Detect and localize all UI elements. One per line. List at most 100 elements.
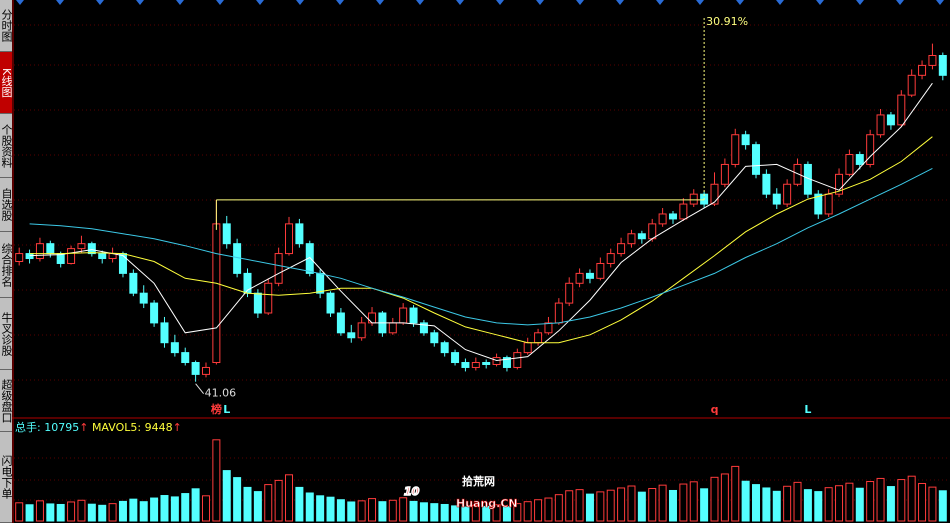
volume-bar	[67, 501, 76, 522]
sidebar-tab[interactable]: 综合排名	[0, 232, 12, 298]
candle-body	[731, 134, 740, 165]
candle-body	[399, 307, 408, 324]
top-tick	[56, 0, 64, 5]
candle-body	[907, 74, 916, 96]
candle-body	[720, 163, 729, 185]
candle-body	[440, 342, 449, 354]
legend-text: 9448	[145, 421, 173, 434]
sidebar: 分时图 K线图 个股资料 自选股 综合排名 牛叉诊股 超级盘口 闪电下单	[0, 0, 12, 523]
candle-body	[814, 193, 823, 215]
sidebar-tab[interactable]: 牛叉诊股	[0, 298, 12, 370]
top-tick	[16, 0, 24, 5]
volume-bar	[606, 489, 615, 522]
candle-body	[274, 253, 283, 284]
candle-body	[793, 163, 802, 185]
volume-bar	[368, 498, 377, 522]
legend-text: MAVOL5:	[92, 421, 141, 434]
volume-bar	[741, 480, 750, 522]
volume-bar	[710, 476, 719, 522]
candle-body	[25, 253, 34, 260]
volume-bar	[139, 501, 148, 522]
candle-body	[316, 272, 325, 294]
candle-body	[336, 312, 345, 334]
volume-bar	[824, 487, 833, 522]
volume-bar	[938, 490, 947, 522]
candle-body	[617, 243, 626, 255]
volume-bar	[25, 504, 34, 522]
volume-bar	[15, 502, 24, 522]
candle-body	[575, 272, 584, 284]
candle-body	[368, 312, 377, 324]
volume-bar	[274, 479, 283, 522]
volume-bar	[575, 489, 584, 522]
candle-body	[35, 243, 44, 260]
volume-bar	[762, 487, 771, 522]
volume-bar	[285, 474, 294, 522]
volume-bar	[378, 501, 387, 522]
volume-bar	[461, 506, 470, 522]
candle-body	[554, 302, 563, 324]
volume-bar	[492, 504, 501, 522]
watermark-name: 拾荒网	[462, 474, 495, 488]
top-tick	[576, 0, 584, 5]
volume-bar	[409, 500, 418, 522]
moving-average	[29, 136, 933, 344]
top-tick	[776, 0, 784, 5]
volume-bar	[855, 487, 864, 522]
volume-bar	[295, 486, 304, 522]
candle-body	[752, 144, 761, 175]
low-label: 41.06	[205, 387, 237, 400]
volume-bar	[471, 504, 480, 522]
candle-body	[637, 233, 646, 240]
candle-body	[534, 332, 543, 344]
volume-bar	[118, 500, 127, 522]
volume-bar	[772, 490, 781, 522]
signal-marker: 榜	[211, 402, 222, 416]
volume-bar	[627, 485, 636, 522]
watermark-logo: 10	[404, 485, 420, 498]
candle-body	[139, 292, 148, 304]
volume-bar	[502, 506, 511, 522]
measure-label: 30.91%	[706, 15, 748, 28]
candle-body	[886, 114, 895, 126]
legend-text: 总手:	[15, 420, 41, 434]
volume-bar	[565, 490, 574, 522]
candle-body	[938, 55, 947, 76]
candle-body	[565, 282, 574, 304]
top-tick	[816, 0, 824, 5]
volume-bar	[523, 501, 532, 522]
candle-body	[876, 114, 885, 136]
candle-body	[170, 342, 179, 354]
candle-body	[451, 352, 460, 364]
candle-body	[129, 272, 138, 294]
moving-average	[29, 82, 933, 362]
volume-bar	[689, 481, 698, 522]
top-tick	[336, 0, 344, 5]
sidebar-tab[interactable]: 超级盘口	[0, 370, 12, 432]
candle-body	[326, 292, 335, 314]
candle-body	[689, 193, 698, 205]
volume-legend: 总手: 10795↑ MAVOL5: 9448↑	[15, 420, 182, 434]
volume-bar	[201, 495, 210, 522]
candle-body	[596, 262, 605, 279]
sidebar-tab[interactable]: 个股资料	[0, 114, 12, 178]
candle-body	[513, 352, 522, 368]
candle-body	[191, 362, 200, 375]
volume-bar	[253, 491, 262, 522]
sidebar-tab[interactable]: 自选股	[0, 178, 12, 232]
sidebar-tab[interactable]: 分时图	[0, 0, 12, 52]
sidebar-tab[interactable]: K线图	[0, 52, 12, 114]
candle-body	[824, 193, 833, 215]
candle-body	[502, 357, 511, 368]
candle-body	[233, 243, 242, 274]
volume-bar	[866, 481, 875, 522]
top-tick	[296, 0, 304, 5]
candle-body	[150, 302, 159, 324]
top-tick	[736, 0, 744, 5]
candle-body	[253, 292, 262, 314]
candle-body	[409, 307, 418, 324]
volume-bar	[150, 497, 159, 522]
volume-bar	[814, 491, 823, 522]
candle-body	[648, 223, 657, 240]
